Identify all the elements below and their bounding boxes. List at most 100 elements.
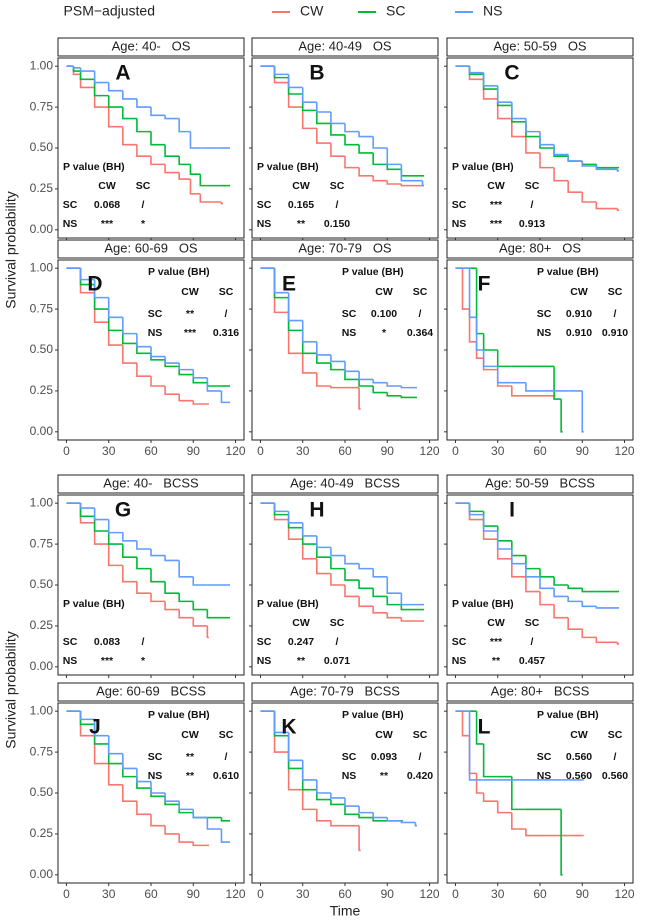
y-tick-label: 0.25 xyxy=(30,181,54,195)
pvalue-row-label: NS xyxy=(342,770,357,782)
y-tick-label: 0.00 xyxy=(30,222,54,236)
survival-step xyxy=(330,123,345,136)
pvalue-cell: 0.560 xyxy=(566,770,592,782)
survival-step xyxy=(581,161,597,166)
panel-letter: I xyxy=(509,499,515,522)
survival-step xyxy=(287,77,303,95)
survival-step xyxy=(358,144,374,154)
survival-step xyxy=(122,330,137,345)
survival-step xyxy=(482,511,498,527)
y-tick-label: 0.75 xyxy=(30,99,54,113)
survival-step xyxy=(287,297,303,332)
survival-step xyxy=(525,118,540,133)
survival-step xyxy=(107,544,123,567)
survival-step xyxy=(164,825,180,835)
pvalue-header: SC xyxy=(219,729,234,741)
survival-step xyxy=(358,563,374,570)
panel-border xyxy=(446,702,634,884)
survival-step xyxy=(316,110,331,125)
survival-step xyxy=(107,82,123,92)
x-tick-label: 120 xyxy=(226,887,246,901)
pvalue-row-label: SC xyxy=(452,199,467,211)
survival-step xyxy=(164,796,180,806)
survival-step xyxy=(344,804,360,816)
panel-title: Age: 70-79 BCSS xyxy=(290,683,400,698)
survival-step xyxy=(122,107,137,120)
pvalue-cell: *** xyxy=(101,218,114,230)
survival-step xyxy=(178,804,194,814)
survival-step xyxy=(136,343,151,355)
x-tick-label: 30 xyxy=(491,887,505,901)
x-tick-label: 90 xyxy=(187,887,201,901)
survival-step xyxy=(287,312,303,355)
survival-step xyxy=(539,152,555,169)
survival-step xyxy=(316,341,331,356)
survival-step xyxy=(525,576,540,593)
survival-step xyxy=(372,379,388,384)
pvalue-header: CW xyxy=(181,729,199,741)
survival-step xyxy=(192,842,208,847)
survival-step xyxy=(330,386,345,389)
survival-step xyxy=(358,596,374,608)
pvalue-title: P value (BH) xyxy=(537,266,599,278)
survival-step xyxy=(372,588,388,598)
panel-letter: F xyxy=(478,273,491,296)
panel-letter: G xyxy=(115,499,131,522)
pvalue-cell: / xyxy=(531,199,534,211)
survival-step xyxy=(93,87,109,108)
survival-step xyxy=(316,789,331,801)
survival-step xyxy=(136,363,151,377)
survival-step xyxy=(189,179,201,195)
survival-step xyxy=(344,797,360,807)
survival-step xyxy=(344,568,360,581)
y-tick-label: 0.75 xyxy=(30,536,54,550)
survival-step xyxy=(93,522,109,545)
survival-step xyxy=(107,107,123,128)
survival-step xyxy=(72,66,81,69)
survival-step xyxy=(386,164,402,171)
survival-step xyxy=(581,601,597,608)
survival-step xyxy=(330,799,345,806)
survival-step xyxy=(287,292,303,322)
y-tick-label: 0.75 xyxy=(30,301,54,315)
survival-step xyxy=(372,568,388,578)
y-axis-label: Survival probability xyxy=(3,631,19,749)
survival-step xyxy=(273,268,289,294)
pvalue-cell: / xyxy=(614,308,617,320)
survival-step xyxy=(482,333,498,351)
pvalue-row-label: SC xyxy=(452,636,467,648)
strip xyxy=(251,37,439,57)
survival-step xyxy=(595,202,618,210)
survival-step xyxy=(372,817,388,822)
survival-step xyxy=(553,144,569,156)
survival-step xyxy=(496,369,512,387)
pvalue-header: CW xyxy=(292,617,310,629)
survival-step xyxy=(192,369,208,379)
survival-step xyxy=(344,585,360,598)
pvalue-title: P value (BH) xyxy=(452,161,514,173)
survival-step xyxy=(511,102,526,120)
survival-step xyxy=(136,768,151,783)
survival-step xyxy=(511,812,526,830)
survival-step xyxy=(107,297,123,319)
x-tick-label: 90 xyxy=(576,444,590,458)
survival-step xyxy=(178,593,194,603)
pvalue-header: CW xyxy=(375,286,393,298)
x-tick-label: 0 xyxy=(63,444,70,458)
survival-step xyxy=(344,369,360,381)
survival-step xyxy=(358,580,374,590)
survival-step xyxy=(475,773,484,794)
pvalue-cell: 0.083 xyxy=(94,636,120,648)
survival-step xyxy=(107,309,123,332)
pvalue-cell: / xyxy=(225,751,228,763)
survival-step xyxy=(372,606,388,614)
legend-label: NS xyxy=(483,3,502,19)
pvalue-row-label: NS xyxy=(257,218,272,230)
pvalue-cell: * xyxy=(141,655,146,667)
pvalue-cell: 0.910 xyxy=(566,327,592,339)
survival-step xyxy=(344,555,360,565)
survival-step xyxy=(287,732,303,762)
survival-step xyxy=(358,814,374,819)
pvalue-cell: 0.093 xyxy=(371,751,397,763)
survival-step xyxy=(595,606,618,609)
